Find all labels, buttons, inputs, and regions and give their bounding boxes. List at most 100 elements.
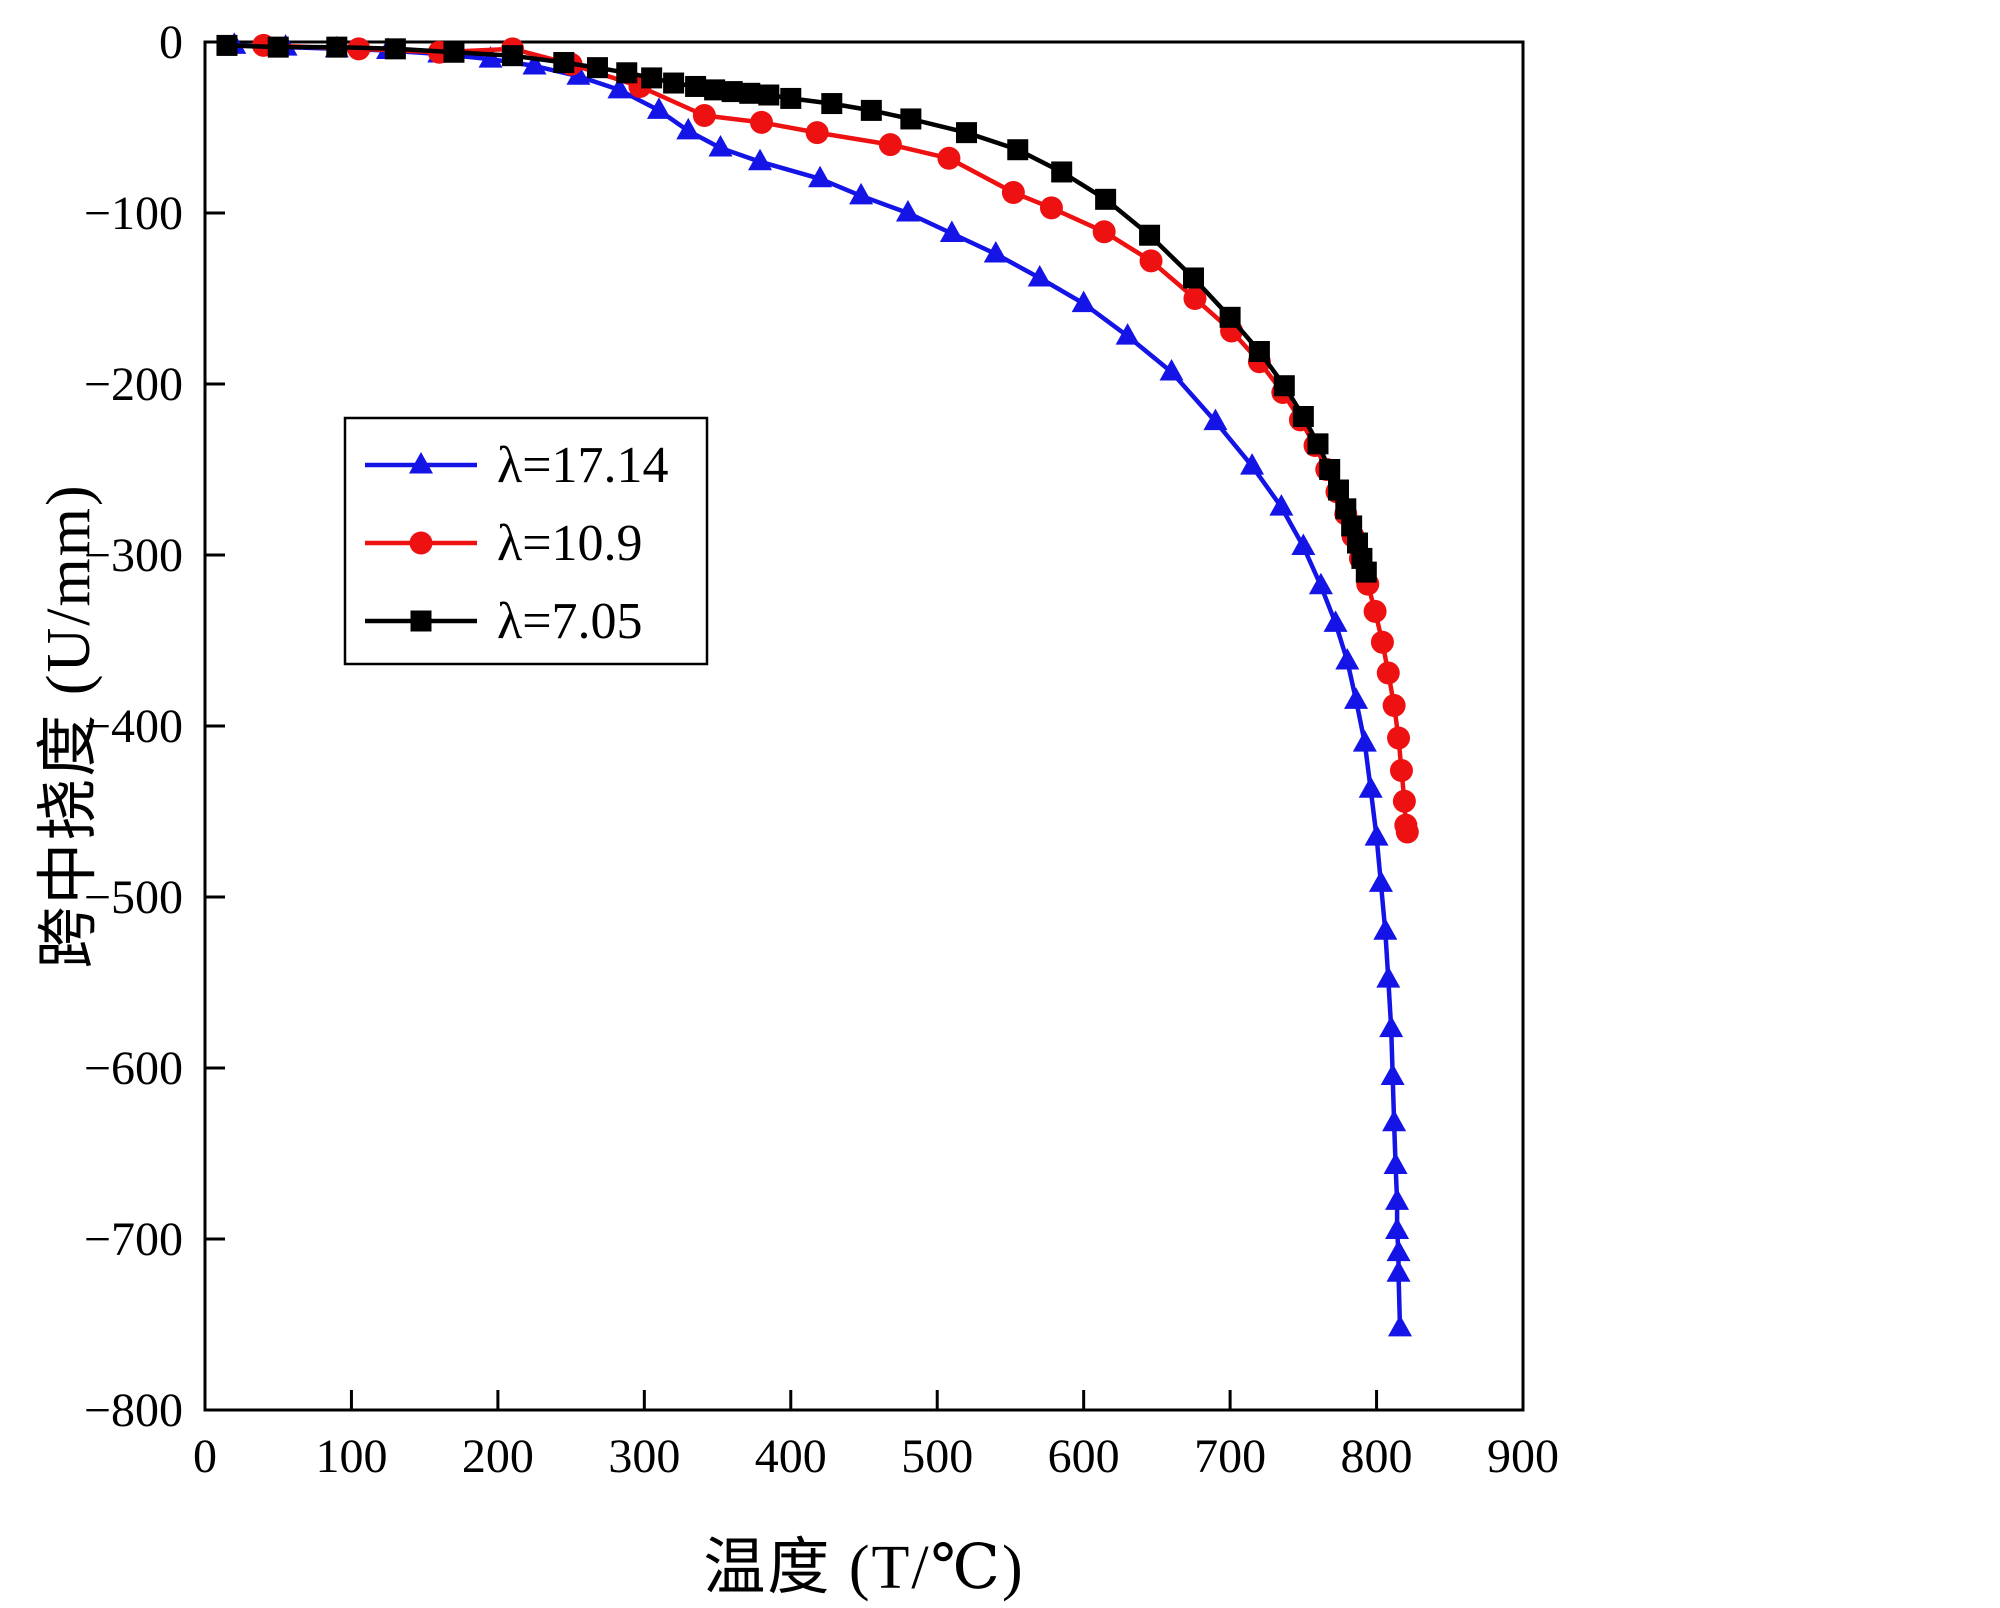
data-point-square [586, 57, 608, 79]
x-tick-label: 900 [1487, 1430, 1559, 1483]
data-point-triangle [748, 148, 773, 171]
data-point-triangle [1027, 264, 1052, 287]
data-point-square [1292, 405, 1314, 427]
x-tick-label: 300 [608, 1430, 680, 1483]
data-point-circle [1139, 249, 1163, 273]
data-point-square [326, 36, 348, 58]
data-point-triangle [1159, 359, 1184, 381]
data-point-triangle [607, 76, 632, 99]
data-point-triangle [409, 452, 433, 474]
data-point-circle [1392, 789, 1416, 813]
y-tick-label: −600 [84, 1042, 183, 1095]
data-point-square [821, 93, 843, 115]
plot-frame [203, 40, 1525, 1412]
data-point-square [641, 67, 663, 89]
data-point-square [1248, 341, 1270, 363]
series-0 [222, 32, 1412, 1337]
data-point-triangle [1240, 453, 1265, 475]
data-point-square [216, 34, 238, 56]
data-point-circle [878, 133, 902, 157]
data-point-triangle [1344, 687, 1369, 709]
data-point-square [860, 99, 882, 121]
y-tick-label: −300 [84, 529, 183, 582]
data-point-triangle [1386, 1239, 1411, 1262]
data-point-triangle [1071, 290, 1096, 313]
data-point-triangle [849, 182, 874, 205]
data-point-triangle [1387, 1314, 1412, 1337]
data-point-square [267, 36, 289, 58]
data-point-square [443, 41, 465, 63]
data-point-circle [749, 110, 773, 134]
data-point-triangle [646, 97, 671, 119]
data-point-square [780, 87, 802, 109]
data-point-triangle [1352, 730, 1377, 752]
data-point-triangle [1373, 918, 1398, 940]
data-point-square [1051, 161, 1073, 183]
data-point-circle [1092, 220, 1116, 244]
data-point-circle [805, 121, 829, 145]
data-point-square [1307, 433, 1329, 455]
data-point-triangle [676, 117, 701, 140]
data-point-circle [1001, 180, 1025, 204]
data-point-circle [1382, 693, 1406, 717]
data-point-square [1273, 375, 1295, 397]
y-axis: 0 −100 −200 −300 −400 −500 −600 −700 −800 [84, 16, 225, 1437]
data-point-square [1095, 188, 1117, 210]
x-axis-title: 温度 (T/℃) [703, 1534, 1025, 1602]
data-point-triangle [1291, 533, 1316, 555]
y-tick-label: −700 [84, 1213, 183, 1266]
data-point-circle [1363, 599, 1387, 623]
x-tick-label: 100 [315, 1430, 387, 1483]
data-point-triangle [808, 165, 833, 188]
legend-label: λ=10.9 [497, 515, 643, 572]
data-point-circle [1376, 661, 1400, 685]
data-point-triangle [478, 46, 503, 68]
data-point-triangle [1323, 610, 1348, 632]
data-point-square [1183, 267, 1204, 289]
data-point-triangle [895, 200, 920, 222]
data-point-triangle [1385, 1188, 1410, 1210]
data-point-square [685, 75, 707, 97]
x-tick-label: 600 [1048, 1430, 1120, 1483]
data-point-square [721, 81, 743, 103]
legend: λ=17.14 λ=10.9 λ=7.05 [343, 416, 709, 666]
data-point-circle [1395, 820, 1419, 844]
x-tick-label: 400 [755, 1430, 827, 1483]
y-tick-label: −800 [84, 1384, 183, 1437]
data-point-square [1139, 224, 1161, 246]
data-point-square [616, 62, 638, 84]
data-point-circle [937, 146, 961, 170]
y-tick-label: −500 [84, 871, 183, 924]
data-point-triangle [522, 52, 547, 75]
data-point-circle [1389, 758, 1413, 782]
data-point-circle [692, 104, 716, 128]
series-2 [216, 34, 1377, 583]
data-point-square [956, 122, 978, 144]
data-point-triangle [708, 135, 733, 157]
data-point-triangle [1380, 1063, 1405, 1086]
data-point-square [410, 610, 432, 632]
data-point-triangle [1368, 870, 1393, 892]
data-point-triangle [1385, 1217, 1410, 1239]
data-point-triangle [1376, 966, 1401, 988]
data-point-square [1341, 515, 1363, 537]
data-point-circle [1370, 630, 1394, 654]
data-point-square [663, 72, 685, 94]
y-tick-label: −100 [84, 187, 183, 240]
data-point-triangle [1115, 323, 1140, 345]
data-point-square [1007, 139, 1029, 161]
x-tick-label: 200 [462, 1430, 534, 1483]
data-point-square [384, 38, 406, 60]
data-point-triangle [1386, 1260, 1411, 1282]
data-point-square [704, 79, 726, 101]
data-point-triangle [1203, 408, 1228, 431]
data-point-square [553, 52, 575, 74]
data-point-square [739, 82, 761, 104]
data-point-triangle [939, 220, 964, 243]
data-point-square [1319, 459, 1341, 480]
y-tick-label: −400 [84, 700, 183, 753]
data-point-triangle [1364, 824, 1389, 846]
x-tick-label: 800 [1341, 1430, 1413, 1483]
